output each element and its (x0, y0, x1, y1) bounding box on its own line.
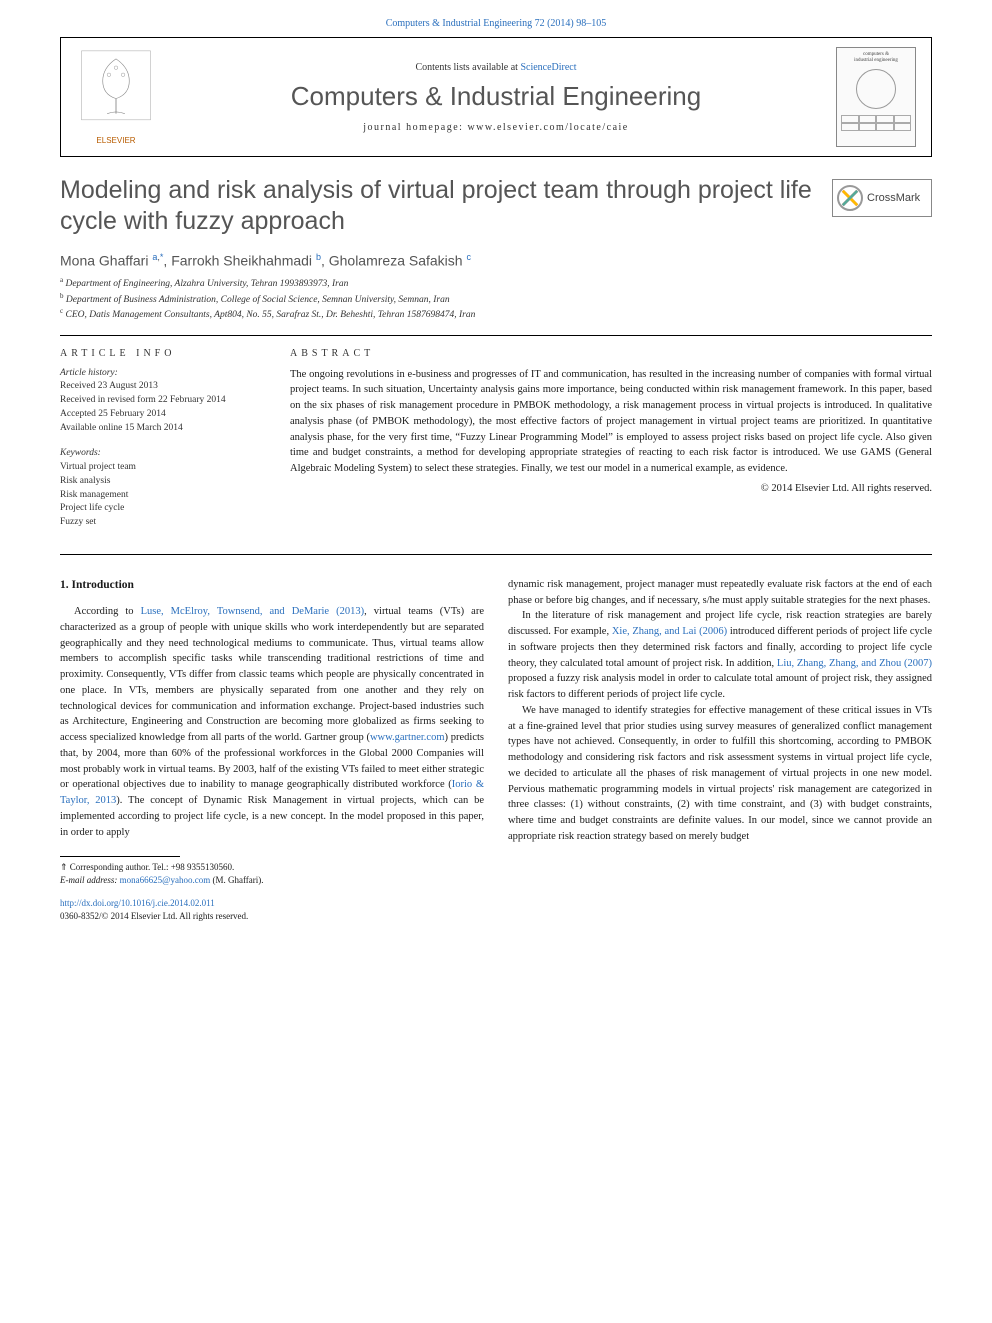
cite-xie-2006[interactable]: Xie, Zhang, and Lai (2006) (612, 626, 727, 637)
author-1: Mona Ghaffari (60, 252, 148, 268)
intro-heading: 1. Introduction (60, 577, 484, 594)
author-3-aff[interactable]: c (466, 252, 471, 262)
col2-p0: dynamic risk management, project manager… (508, 577, 932, 609)
publisher-name: ELSEVIER (96, 136, 135, 145)
author-2-aff[interactable]: b (316, 252, 321, 262)
contents-prefix: Contents lists available at (415, 62, 520, 73)
author-2: Farrokh Sheikhahmadi (171, 252, 312, 268)
divider-1 (60, 335, 932, 336)
keywords-block: Keywords: Virtual project team Risk anal… (60, 447, 260, 530)
journal-cover-cell: computers & industrial engineering (821, 38, 931, 156)
author-line: Mona Ghaffari a,*, Farrokh Sheikhahmadi … (60, 252, 932, 269)
journal-header-box: ELSEVIER Contents lists available at Sci… (60, 37, 932, 157)
keyword-4: Project life cycle (60, 502, 260, 516)
abstract-text: The ongoing revolutions in e-business an… (290, 367, 932, 477)
affiliation-c: c CEO, Datis Management Consultants, Apt… (60, 307, 932, 322)
corresponding-author-note: ⇑ Corresponding author. Tel.: +98 935513… (60, 861, 484, 874)
abstract-copyright: © 2014 Elsevier Ltd. All rights reserved… (290, 483, 932, 494)
crossmark-label: CrossMark (867, 192, 920, 204)
cite-luse-2013[interactable]: Luse, McElroy, Townsend, and DeMarie (20… (141, 606, 365, 617)
contents-line: Contents lists available at ScienceDirec… (415, 62, 576, 73)
journal-name: Computers & Industrial Engineering (291, 81, 701, 112)
keyword-1: Virtual project team (60, 461, 260, 475)
footnote-divider (60, 856, 180, 857)
keyword-5: Fuzzy set (60, 516, 260, 530)
journal-homepage: journal homepage: www.elsevier.com/locat… (363, 122, 629, 133)
doi-block: http://dx.doi.org/10.1016/j.cie.2014.02.… (60, 897, 484, 924)
col2-p2: We have managed to identify strategies f… (508, 703, 932, 845)
history-received: Received 23 August 2013 (60, 380, 260, 394)
body-col-left: 1. Introduction According to Luse, McElr… (60, 577, 484, 924)
article-info-heading: ARTICLE INFO (60, 348, 260, 359)
journal-header-center: Contents lists available at ScienceDirec… (171, 38, 821, 156)
email-suffix: (M. Ghaffari). (212, 875, 263, 885)
author-1-corr-star[interactable]: * (160, 252, 164, 262)
divider-2 (60, 554, 932, 555)
keywords-label: Keywords: (60, 447, 260, 461)
keyword-2: Risk analysis (60, 475, 260, 489)
history-revised: Received in revised form 22 February 201… (60, 394, 260, 408)
affiliation-a: a Department of Engineering, Alzahra Uni… (60, 276, 932, 291)
email-link[interactable]: mona66625@yahoo.com (120, 875, 211, 885)
journal-cover-thumb: computers & industrial engineering (836, 47, 916, 147)
crossmark-badge[interactable]: CrossMark (832, 179, 932, 217)
affiliation-b: b Department of Business Administration,… (60, 292, 932, 307)
sciencedirect-link[interactable]: ScienceDirect (520, 62, 576, 73)
cover-title-2: industrial engineering (854, 58, 898, 64)
col1-p1: According to Luse, McElroy, Townsend, an… (60, 604, 484, 840)
history-label: Article history: (60, 367, 260, 381)
paper-title: Modeling and risk analysis of virtual pr… (60, 175, 832, 238)
article-history-block: Article history: Received 23 August 2013… (60, 367, 260, 436)
email-label: E-mail address: (60, 875, 117, 885)
abstract-heading: ABSTRACT (290, 348, 932, 359)
link-gartner[interactable]: www.gartner.com (370, 732, 445, 743)
keyword-3: Risk management (60, 489, 260, 503)
body-col-right: dynamic risk management, project manager… (508, 577, 932, 924)
email-footnote: E-mail address: mona66625@yahoo.com (M. … (60, 874, 484, 887)
elsevier-tree-logo: ELSEVIER (76, 50, 156, 145)
cover-graphic-icon (856, 69, 896, 109)
cover-grid-icon (841, 115, 911, 131)
doi-link[interactable]: http://dx.doi.org/10.1016/j.cie.2014.02.… (60, 898, 215, 908)
history-accepted: Accepted 25 February 2014 (60, 408, 260, 422)
cite-liu-2007[interactable]: Liu, Zhang, Zhang, and Zhou (2007) (777, 658, 932, 669)
publisher-logo-cell: ELSEVIER (61, 38, 171, 156)
col2-p1: In the literature of risk management and… (508, 608, 932, 703)
top-citation-link[interactable]: Computers & Industrial Engineering 72 (2… (0, 0, 992, 37)
crossmark-icon (837, 185, 863, 211)
history-online: Available online 15 March 2014 (60, 422, 260, 436)
issn-copyright: 0360-8352/© 2014 Elsevier Ltd. All right… (60, 911, 248, 921)
author-3: Gholamreza Safakish (329, 252, 463, 268)
